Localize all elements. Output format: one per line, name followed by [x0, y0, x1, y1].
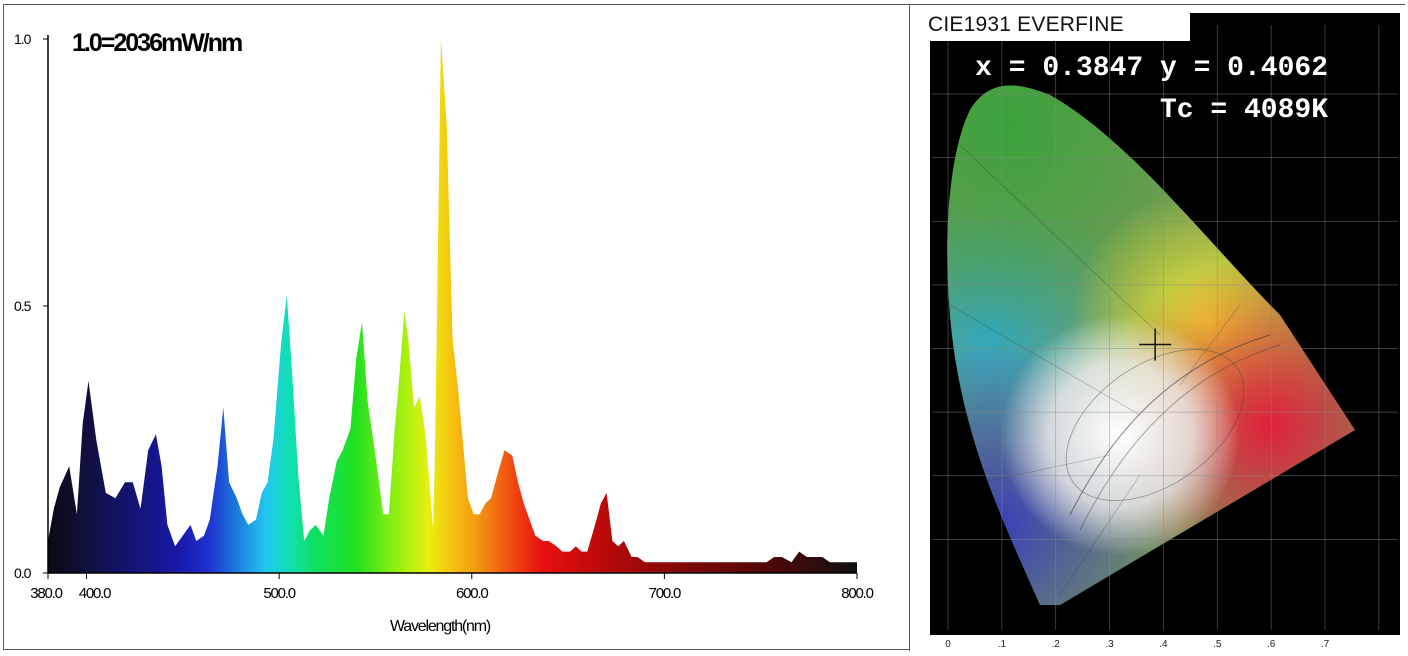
x-tick-label: 400.0 [79, 585, 111, 602]
cie-x-tick-label: .1 [998, 639, 1007, 650]
x-tick-label: 700.0 [649, 585, 681, 602]
y-tick-label: 0.5 [14, 298, 32, 314]
cie-y-tick-label: .6 [920, 217, 928, 227]
cie-y-tick-label: .4 [920, 345, 928, 355]
xy-coordinate-readout: x = 0.3847 y = 0.4062 [975, 53, 1328, 84]
cie-x-tick-label: 0 [945, 639, 951, 650]
y-tick-label: 0.0 [14, 565, 32, 581]
spectrum-ticks: 0.0 0.5 1.0 380.0 400.0 500.0 600.0 700.0 800.0 [14, 31, 875, 602]
chromaticity-point-marker [1139, 328, 1172, 361]
spectrum-chart: 0.0 0.5 1.0 380.0 400.0 500.0 600.0 700.0 800.0 … [4, 5, 909, 651]
cie-y-tick-label: .8 [920, 90, 928, 100]
x-tick-label: 500.0 [263, 585, 295, 602]
spectrum-axes [47, 35, 857, 574]
cie-chart: 0 .1 .2 .3 .4 .5 .6 .7 .1 .2 .3 .4 .5 .6 .7 .8 CIE1931 … [909, 5, 1406, 651]
cie-y-tick-label: .7 [920, 154, 928, 164]
cie-title: CIE1931 EVERFINE [912, 9, 1190, 41]
cie-x-tick-label: .3 [1105, 639, 1114, 650]
x-axis-label: Wavelength(nm) [390, 618, 491, 635]
cie-ticks: 0 .1 .2 .3 .4 .5 .6 .7 .1 .2 .3 .4 .5 .6 .7 .8 [920, 90, 1330, 650]
color-temperature-readout: Tc = 4089K [1159, 95, 1328, 126]
cie-x-tick-label: .2 [1052, 639, 1061, 650]
spectrum-area [48, 39, 857, 573]
cie-y-tick-label: .3 [920, 408, 928, 418]
cie-diagram-svg: 0 .1 .2 .3 .4 .5 .6 .7 .1 .2 .3 .4 .5 .6 .7 .8 [920, 13, 1400, 650]
cie-x-tick-label: .4 [1159, 639, 1168, 650]
cie-y-tick-label: .5 [920, 281, 928, 291]
cie-x-tick-label: .6 [1267, 639, 1276, 650]
y-tick-label: 1.0 [14, 31, 32, 47]
spectrum-scale-annotation: 1.0=2036mW/nm [72, 29, 242, 57]
cie-grid [932, 25, 1398, 630]
figure: 0.0 0.5 1.0 380.0 400.0 500.0 600.0 700.0 800.0 … [3, 4, 1406, 651]
x-tick-label: 800.0 [841, 585, 873, 602]
cie-x-tick-label: .5 [1213, 639, 1222, 650]
cie-y-tick-label: .1 [920, 535, 928, 545]
x-tick-label: 600.0 [456, 585, 488, 602]
cie-y-tick-label: .2 [920, 472, 928, 482]
x-tick-label: 380.0 [30, 585, 62, 602]
spectrum-fill-layer [48, 39, 857, 573]
cie-x-tick-label: .7 [1321, 639, 1330, 650]
